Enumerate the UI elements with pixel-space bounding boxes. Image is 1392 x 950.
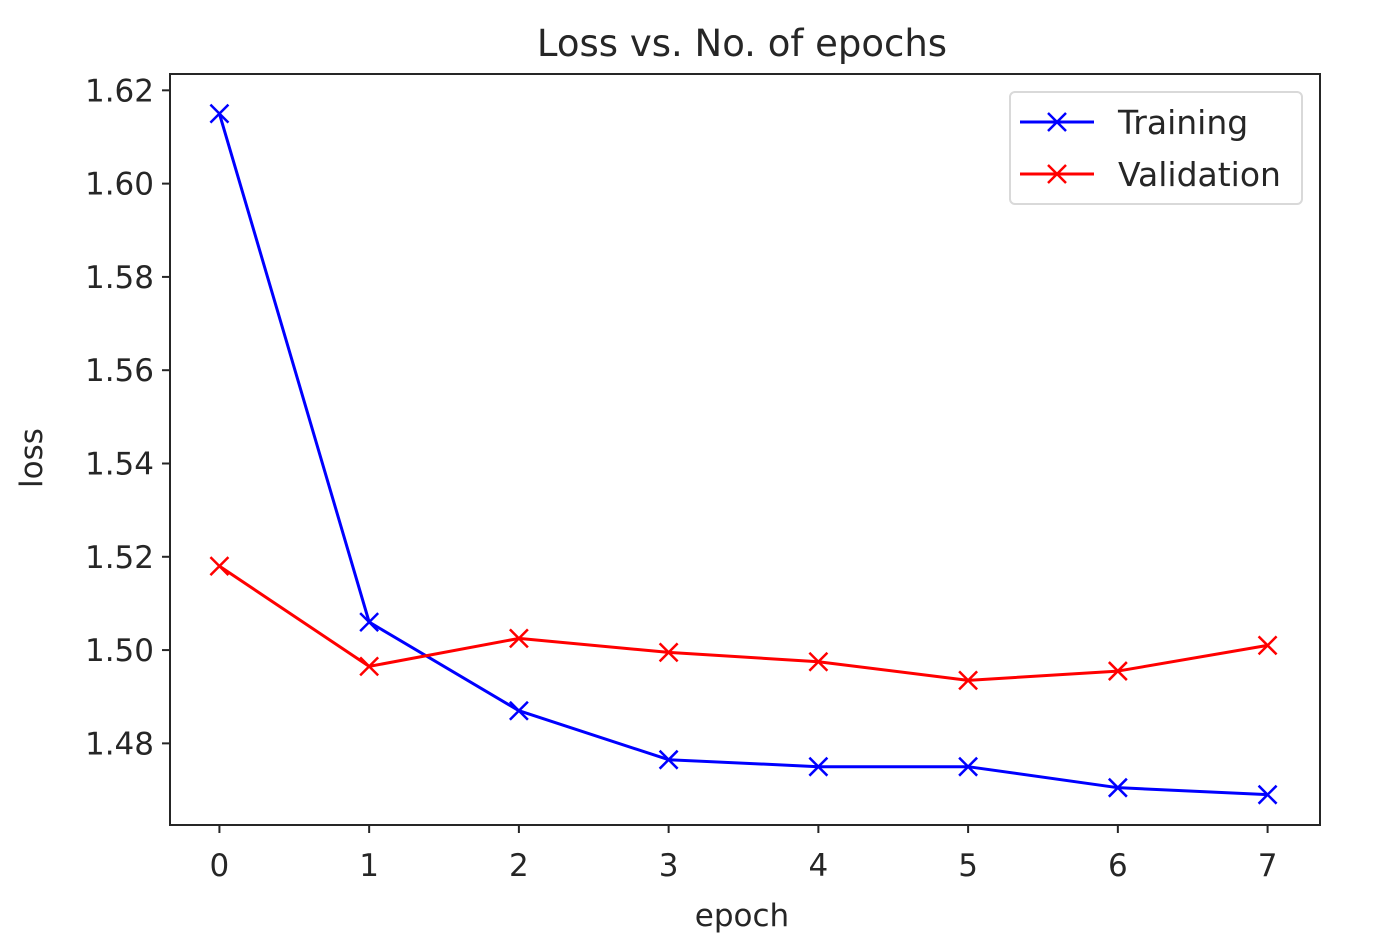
x-tick-label: 3 [659,848,679,884]
data-point-training [209,103,230,124]
legend-item-training: Training [1020,103,1248,142]
y-tick-label: 1.56 [85,353,154,389]
legend-box [1009,91,1303,205]
chart-title: Loss vs. No. of epochs [537,22,947,65]
data-point-training [1257,784,1278,805]
data-point-training [509,700,529,721]
legend-item-validation: Validation [1020,155,1281,194]
data-point-validation [808,651,829,672]
y-tick-label: 1.62 [85,73,154,109]
legend-label: Validation [1118,155,1281,194]
x-tick-label: 5 [958,848,978,884]
x-tick-label: 1 [359,848,379,884]
data-point-validation [1107,661,1128,681]
y-tick-label: 1.54 [85,446,154,482]
data-point-validation [509,628,529,649]
data-point-validation [958,670,978,691]
data-point-training [958,756,978,777]
data-point-training [808,756,829,777]
data-point-training [359,612,380,632]
plot-frame [169,73,1321,826]
x-tick-label: 6 [1108,848,1128,884]
x-axis: 0 1 2 3 4 5 6 7 [210,825,1278,884]
legend: Training Validation [1009,91,1303,205]
y-tick-label: 1.50 [85,633,154,669]
x-tick-label: 7 [1258,848,1278,884]
data-point-training [658,749,679,770]
plot-area [209,103,1278,805]
data-point-validation [359,656,380,677]
series-line-training [217,113,1268,797]
y-tick-label: 1.60 [85,167,154,203]
legend-label: Training [1117,103,1248,142]
data-point-training [1107,777,1128,798]
data-point-validation [209,556,230,576]
data-point-validation [658,642,679,663]
data-point-validation [1257,635,1278,656]
y-tick-label: 1.52 [85,540,154,576]
y-tick-label: 1.58 [85,260,154,296]
x-axis-label: epoch [695,898,789,934]
y-axis-label: loss [14,428,50,488]
y-axis: 1.48 1.50 1.52 1.54 1.56 1.58 1.60 1.62 [85,73,170,762]
x-tick-label: 0 [210,848,230,884]
y-tick-label: 1.48 [85,726,154,762]
series-line-validation [218,564,1268,682]
x-tick-label: 2 [509,848,529,884]
x-tick-label: 4 [809,848,829,884]
